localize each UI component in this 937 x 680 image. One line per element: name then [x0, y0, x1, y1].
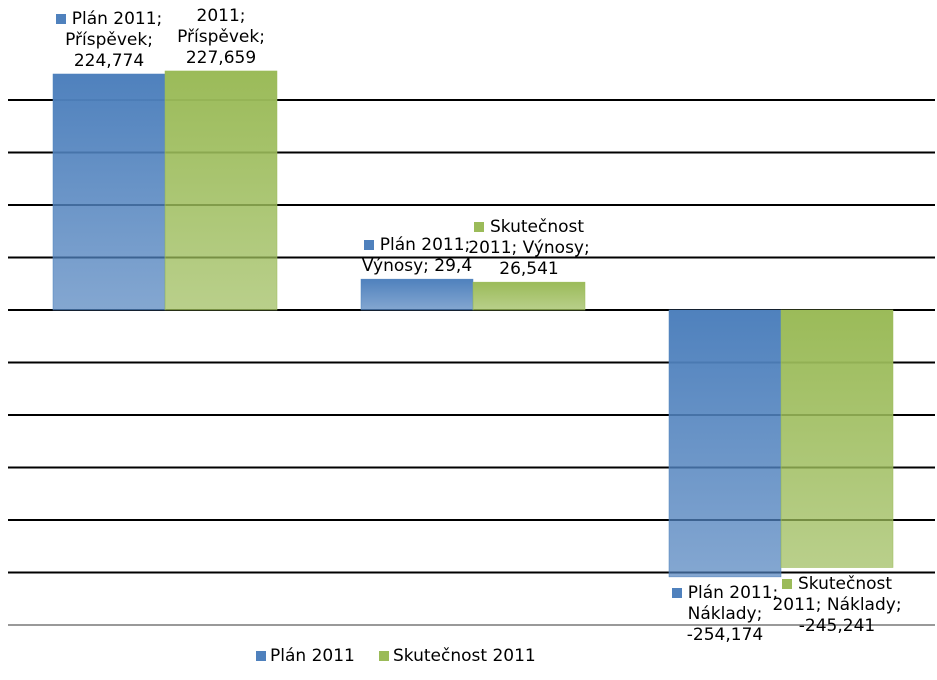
bar: [472, 281, 586, 311]
legend-key: [363, 240, 374, 251]
data-label: Skutečnost 2011; Výnosy; 26,541: [464, 217, 594, 280]
legend-label: Skutečnost 2011: [393, 646, 536, 666]
legend-key: [379, 651, 389, 661]
data-label: Skutečnost 2011; Náklady; -245,241: [772, 574, 902, 637]
bar: [52, 73, 166, 311]
data-label: Plán 2011; Náklady; -254,174: [660, 583, 790, 646]
data-label: Plán 2011; Výnosy; 29,4: [352, 235, 482, 277]
bar: [164, 70, 278, 311]
data-label-text: Skutečnost 2011; Výnosy; 26,541: [468, 217, 590, 280]
bar: [668, 309, 782, 578]
data-label-text: Plán 2011; Příspěvek; 224,774: [65, 8, 163, 71]
bar: [360, 278, 474, 311]
data-label: Plán 2011; Příspěvek; 224,774: [44, 9, 174, 72]
legend-item: Plán 2011: [256, 646, 355, 666]
legend-key: [781, 578, 792, 589]
data-label-text: Skutečnost 2011; Příspěvek; 227,659: [177, 0, 276, 68]
legend-key: [55, 13, 66, 24]
legend-key: [256, 651, 266, 661]
data-label-text: Plán 2011; Výnosy; 29,4: [361, 235, 473, 277]
data-label-text: Skutečnost 2011; Náklady; -245,241: [772, 573, 902, 636]
legend-key: [671, 587, 682, 598]
legend-item: Skutečnost 2011: [379, 646, 536, 666]
legend-label: Plán 2011: [270, 646, 355, 666]
legend-key: [473, 222, 484, 233]
bar: [780, 309, 894, 568]
data-label: Skutečnost 2011; Příspěvek; 227,659: [156, 0, 286, 69]
data-label-text: Plán 2011; Náklady; -254,174: [686, 582, 779, 645]
